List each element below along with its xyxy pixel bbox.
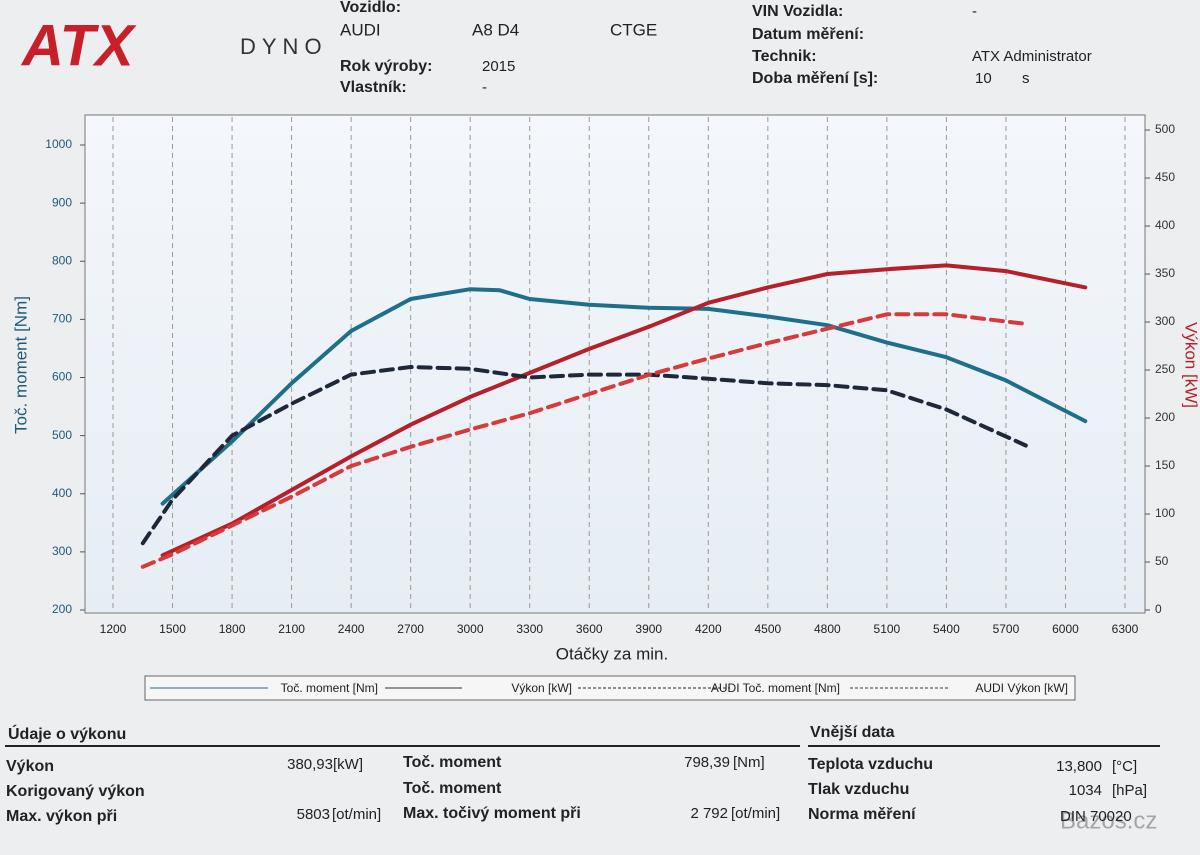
y2-tick-label: 100: [1155, 506, 1175, 520]
y-tick-label: 300: [52, 544, 72, 558]
y-tick-label: 800: [52, 253, 72, 267]
y2-tick-label: 250: [1155, 362, 1175, 376]
label: VIN Vozidla:: [752, 3, 843, 20]
x-tick-label: 5700: [993, 622, 1020, 636]
label: Korigovaný výkon: [6, 783, 145, 800]
x-tick-label: 2400: [338, 622, 365, 636]
value: 380,93: [287, 756, 333, 773]
x-axis-label: Otáčky za min.: [556, 644, 668, 663]
unit: [ot/min]: [332, 806, 381, 823]
value: CTGE: [610, 20, 657, 39]
section-title: Vnější data: [810, 724, 895, 741]
x-tick-label: 6300: [1112, 622, 1139, 636]
series-line: [140, 312, 1028, 569]
legend-label: Výkon [kW]: [511, 681, 572, 695]
y-tick-label: 400: [52, 486, 72, 500]
y2-tick-label: 400: [1155, 218, 1175, 232]
y2-tick-label: 450: [1155, 170, 1175, 184]
y-tick-label: 600: [52, 370, 72, 384]
value: 1034: [1069, 782, 1102, 799]
x-tick-label: 2100: [278, 622, 305, 636]
legend-label: Toč. moment [Nm]: [281, 681, 378, 695]
y-tick-label: 500: [52, 428, 72, 442]
y2-tick-label: 350: [1155, 266, 1175, 280]
logo-sub: DYNO: [240, 34, 328, 59]
value: 798,39: [684, 754, 730, 771]
y2-tick-label: 300: [1155, 314, 1175, 328]
label: Datum měření:: [752, 26, 864, 43]
label: Max. točivý moment při: [403, 805, 581, 822]
plot-area: [84, 114, 1146, 614]
value: DIN 70020: [1060, 808, 1132, 825]
label: Max. výkon při: [6, 808, 117, 825]
series-line: [140, 365, 1028, 546]
unit: [ot/min]: [731, 805, 780, 822]
series-line: [160, 263, 1088, 558]
value: 2015: [482, 58, 515, 75]
x-tick-label: 1500: [159, 622, 186, 636]
label: Výkon: [6, 758, 54, 775]
y-tick-label: 1000: [45, 137, 72, 151]
y-tick-label: 700: [52, 312, 72, 326]
value: 10: [975, 70, 992, 87]
legend-label: AUDI Toč. moment [Nm]: [711, 681, 840, 695]
y-axis-label: Toč. moment [Nm]: [11, 296, 30, 434]
y2-tick-label: 200: [1155, 410, 1175, 424]
x-tick-label: 5100: [874, 622, 901, 636]
plot: [112, 117, 1126, 611]
unit: [hPa]: [1112, 782, 1147, 799]
unit: [kW]: [333, 756, 363, 773]
label: Vozidlo:: [340, 0, 401, 16]
x-tick-label: 3000: [457, 622, 484, 636]
unit: [Nm]: [733, 754, 765, 771]
x-tick-label: 3300: [516, 622, 543, 636]
value: AUDI: [340, 20, 381, 39]
x-tick-label: 4200: [695, 622, 722, 636]
y-tick-label: 900: [52, 195, 72, 209]
logo: ATX: [20, 13, 137, 78]
section-title: Údaje o výkonu: [8, 724, 126, 743]
label: Doba měření [s]:: [752, 70, 878, 87]
label: Norma měření: [808, 806, 916, 823]
label: Vlastník:: [340, 79, 407, 96]
x-tick-label: 3900: [635, 622, 662, 636]
y2-tick-label: 150: [1155, 458, 1175, 472]
value: A8 D4: [472, 20, 519, 39]
x-tick-label: 1200: [100, 622, 127, 636]
value: 2 792: [690, 805, 728, 822]
label: Toč. moment: [403, 780, 502, 797]
value: ATX Administrator: [972, 48, 1092, 65]
value: 5803: [297, 806, 330, 823]
x-tick-label: 4800: [814, 622, 841, 636]
series-line: [160, 287, 1088, 506]
legend-label: AUDI Výkon [kW]: [975, 681, 1068, 695]
label: Tlak vzduchu: [808, 781, 909, 798]
label: Technik:: [752, 48, 817, 65]
x-tick-label: 1800: [219, 622, 246, 636]
y2-tick-label: 50: [1155, 554, 1169, 568]
x-tick-label: 3600: [576, 622, 603, 636]
unit: [°C]: [1112, 758, 1137, 775]
value: s: [1022, 70, 1030, 87]
label: Teplota vzduchu: [808, 756, 933, 773]
label: Rok výroby:: [340, 58, 432, 75]
x-tick-label: 5400: [933, 622, 960, 636]
x-tick-label: 6000: [1052, 622, 1079, 636]
value: 13,800: [1056, 758, 1102, 775]
watermark: Bazos.cz: [1060, 807, 1157, 834]
x-tick-label: 2700: [397, 622, 424, 636]
value: -: [972, 3, 977, 20]
y-tick-label: 200: [52, 602, 72, 616]
y2-axis-label: Výkon [kW]: [1182, 322, 1200, 408]
x-tick-label: 4500: [754, 622, 781, 636]
y2-tick-label: 0: [1155, 602, 1162, 616]
label: Toč. moment: [403, 754, 502, 771]
value: -: [482, 79, 487, 96]
y2-tick-label: 500: [1155, 122, 1175, 136]
